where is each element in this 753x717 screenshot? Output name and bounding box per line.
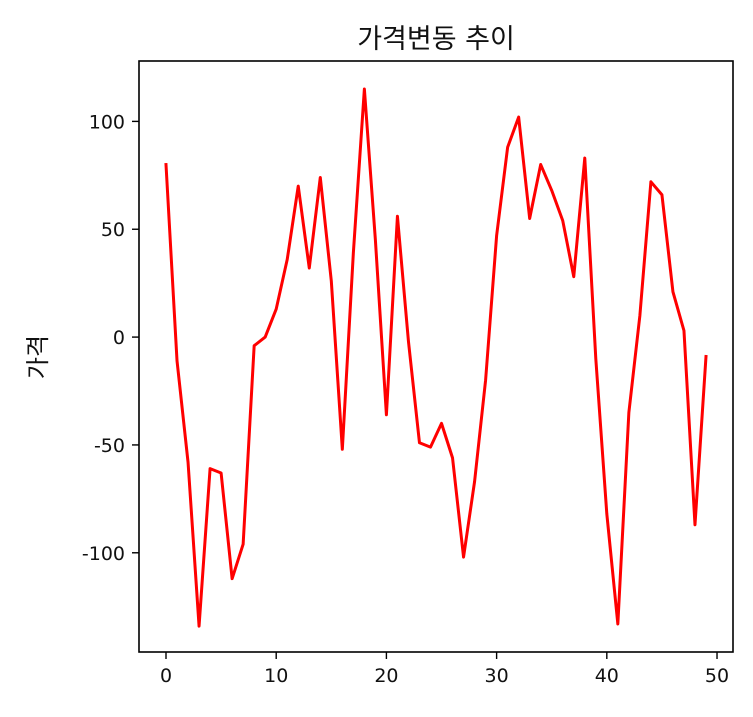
y-tick-label: -50 xyxy=(94,435,125,457)
y-tick-label: -100 xyxy=(82,543,125,565)
x-tick-label: 0 xyxy=(160,665,172,687)
series-line-0 xyxy=(164,87,708,628)
plot-area: 0 10 20 30 40 50 -100 -50 0 50 100 xyxy=(82,60,734,687)
y-axis-label: 가격 xyxy=(24,335,52,379)
y-tick-label: 100 xyxy=(89,111,125,133)
y-tick-label: 50 xyxy=(101,219,125,241)
y-tick-label: 0 xyxy=(113,327,125,349)
x-tick-label: 40 xyxy=(595,665,619,687)
plot-frame xyxy=(138,60,734,653)
chart-title: 가격변동 추이 xyxy=(357,24,515,55)
x-tick-label: 10 xyxy=(264,665,288,687)
x-tick-label: 30 xyxy=(485,665,509,687)
x-tick-label: 50 xyxy=(705,665,729,687)
x-tick-label: 20 xyxy=(374,665,398,687)
